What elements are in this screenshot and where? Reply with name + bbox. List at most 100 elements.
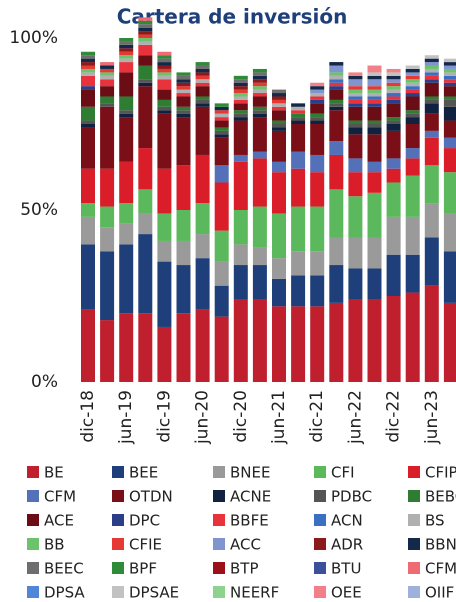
bar-segment [443, 79, 456, 83]
bar-segment [291, 251, 306, 276]
bar-segment [443, 148, 456, 173]
bar-segment [252, 151, 267, 159]
bar-segment [81, 120, 95, 124]
bar-segment [252, 299, 267, 382]
bar-segment [386, 68, 401, 73]
bar-segment [405, 79, 420, 83]
bar-segment [329, 302, 344, 382]
bar-segment [195, 79, 210, 83]
bar-segment [119, 161, 134, 204]
bar-segment [81, 168, 95, 204]
bar-segment [195, 234, 210, 259]
bar-segment [119, 223, 134, 245]
bar-segment [176, 165, 191, 210]
bar-segment [443, 86, 456, 97]
bar-segment [272, 130, 286, 162]
legend-label: ACN [331, 512, 363, 530]
bar-segment [157, 65, 172, 69]
bar-segment [329, 106, 344, 111]
bar-segment [157, 99, 172, 107]
bar-segment [424, 113, 439, 131]
legend-swatch [408, 466, 420, 478]
bar-segment [233, 120, 248, 155]
bar-segment [233, 75, 248, 80]
bar-segment [214, 103, 229, 107]
legend-label: ADR [331, 536, 363, 554]
x-tick-label: jun-21 [269, 390, 289, 445]
bar-segment [272, 127, 286, 131]
bar-segment [233, 89, 248, 94]
bar-segment [424, 75, 439, 80]
bar-segment [100, 79, 115, 87]
bar-segment [405, 68, 420, 73]
bar-segment [214, 316, 229, 382]
legend-swatch [213, 562, 225, 574]
bar-segment [176, 75, 191, 80]
bar-segment [138, 148, 153, 190]
bar-segment [310, 93, 325, 97]
bar-segment [138, 213, 153, 235]
bar-segment [157, 261, 172, 327]
bar-segment [367, 99, 382, 104]
bar-segment [386, 79, 401, 83]
bar-segment [157, 110, 172, 114]
bar-segment [367, 65, 382, 73]
bar-segment [233, 244, 248, 266]
bar-segment [195, 72, 210, 76]
bar-segment [405, 93, 420, 97]
legend-swatch [27, 562, 39, 574]
bar-segment [157, 113, 172, 169]
bar-segment [81, 75, 95, 87]
bar-segment [386, 103, 401, 118]
bar-segment [348, 172, 363, 197]
bar-segment [386, 168, 401, 183]
bar-segment [443, 62, 456, 66]
bar-segment [424, 65, 439, 69]
bar-segment [252, 96, 267, 107]
bar-segment [405, 216, 420, 255]
bar-segment [138, 17, 153, 21]
bar-segment [443, 72, 456, 76]
bar-segment [386, 93, 401, 97]
bar-segment [424, 82, 439, 97]
bar-segment [176, 313, 191, 382]
legend-label: OEE [331, 584, 362, 602]
bar-segment [386, 86, 401, 90]
bar-segment [176, 106, 191, 111]
legend-swatch [112, 562, 124, 574]
bar-segment [119, 55, 134, 59]
bar-segment [272, 106, 286, 111]
legend-label: PDBC [331, 488, 372, 506]
bar-segment [233, 154, 248, 162]
bar-segment [291, 275, 306, 307]
x-tick-label: jun-19 [116, 390, 136, 445]
bar-segment [310, 275, 325, 307]
bar-segment [443, 251, 456, 303]
legend-swatch [408, 538, 420, 550]
bar-segment [100, 320, 115, 382]
bar-segment [272, 161, 286, 173]
bar-segment [233, 86, 248, 90]
bar-segment [233, 99, 248, 104]
bar-segment [138, 34, 153, 38]
bar-segment [386, 117, 401, 121]
bar-segment [424, 203, 439, 238]
bar-segment [81, 62, 95, 66]
legend-swatch [314, 538, 326, 550]
bar-segment [233, 161, 248, 210]
legend-swatch [112, 490, 124, 502]
bar-segment [329, 110, 344, 142]
bar-segment [138, 86, 153, 149]
bar-segment [214, 261, 229, 286]
bar-segment [252, 113, 267, 118]
legend-label: BE [44, 464, 64, 482]
bar-segment [367, 93, 382, 97]
bar-segment [252, 110, 267, 114]
bar-segment [272, 120, 286, 124]
legend-swatch [27, 490, 39, 502]
bar-segment [367, 79, 382, 87]
bar-segment [443, 75, 456, 80]
legend-swatch [112, 514, 124, 526]
bar-segment [348, 124, 363, 128]
bar-segment [157, 89, 172, 100]
